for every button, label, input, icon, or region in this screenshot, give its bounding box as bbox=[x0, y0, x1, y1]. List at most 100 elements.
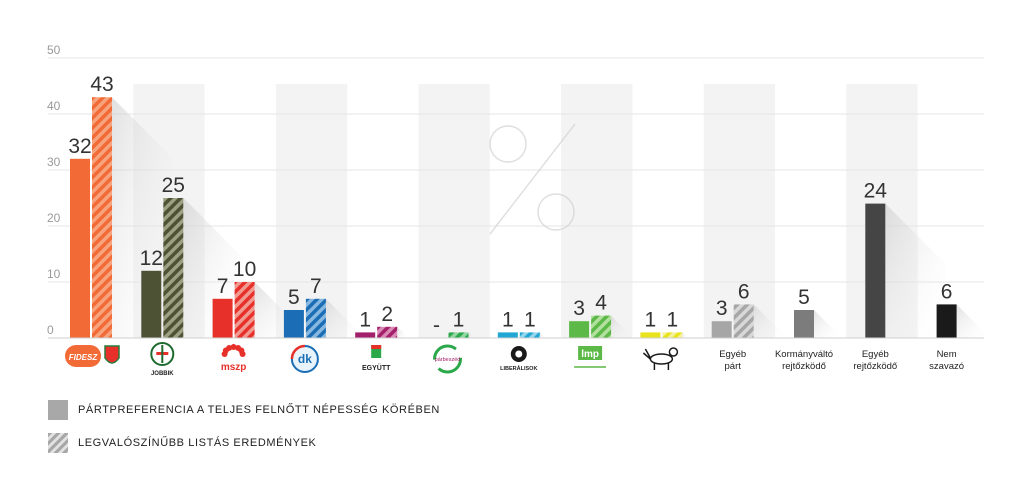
category-label: Egyéb rejtőzködő bbox=[853, 349, 897, 372]
y-tick-label: 10 bbox=[47, 267, 61, 281]
bar-value-label: 1 bbox=[359, 308, 371, 331]
y-tick-label: 30 bbox=[47, 155, 61, 169]
bar-shadow bbox=[814, 310, 842, 338]
bar-value-label: 6 bbox=[738, 280, 750, 303]
bar-value-label: 7 bbox=[217, 275, 229, 298]
liberalisok-text: LIBERÁLISOK bbox=[500, 365, 537, 372]
bar-preference bbox=[865, 203, 886, 338]
legend-label-list-result: LEGVALÓSZÍNŰBB LISTÁS EREDMÉNYEK bbox=[78, 437, 317, 449]
egyutt-flag-green bbox=[371, 345, 382, 358]
bar-preference bbox=[569, 321, 590, 338]
bar-value-label: 32 bbox=[68, 135, 91, 158]
category-label: Kormányváltó rejtőzködő bbox=[775, 349, 833, 372]
y-tick-label: 20 bbox=[47, 211, 61, 225]
category-label: Egyéb párt bbox=[719, 349, 746, 372]
fidesz-badge bbox=[65, 345, 101, 367]
background-column bbox=[418, 84, 490, 338]
dog-legs bbox=[653, 363, 670, 370]
bar-shadow bbox=[956, 304, 991, 338]
kdnp-shield bbox=[104, 345, 120, 364]
dog-head bbox=[668, 347, 679, 357]
bar-value-label: 1 bbox=[453, 308, 465, 331]
dk-logo: dk bbox=[290, 344, 319, 373]
jobbik-logo: JOBBIK bbox=[150, 342, 174, 377]
egyutt-logo: EGYÜTT bbox=[362, 345, 391, 372]
legend-swatch-solid bbox=[48, 400, 68, 420]
bar-shadow bbox=[611, 315, 634, 338]
percent-circle-bottom bbox=[537, 193, 575, 231]
bar-shadow bbox=[753, 304, 788, 338]
mszp-text: mszp bbox=[221, 362, 247, 373]
background-column bbox=[703, 84, 775, 338]
bar-list-result bbox=[733, 304, 754, 338]
bar-shadow bbox=[468, 332, 475, 338]
parbeszed-text: párbeszéd bbox=[435, 357, 461, 363]
percent-icon bbox=[489, 123, 576, 235]
bar-preference bbox=[283, 310, 304, 338]
bar-list-result bbox=[163, 198, 184, 338]
legend-label-preference: PÁRTPREFERENCIA A TELJES FELNŐTT NÉPESSÉ… bbox=[78, 404, 440, 416]
bar-value-label: 6 bbox=[941, 280, 953, 303]
bar-value-label: 1 bbox=[645, 308, 657, 331]
bar-value-label: - bbox=[433, 314, 440, 337]
dog-body bbox=[649, 353, 674, 365]
bar-preference bbox=[70, 158, 90, 338]
y-tick-label: 0 bbox=[47, 323, 54, 337]
legend: PÁRTPREFERENCIA A TELJES FELNŐTT NÉPESSÉ… bbox=[48, 400, 440, 466]
legend-item-list-result: LEGVALÓSZÍNŰBB LISTÁS EREDMÉNYEK bbox=[48, 433, 440, 453]
bar-value-label: 43 bbox=[90, 73, 113, 96]
bar-value-label: 1 bbox=[524, 308, 536, 331]
background-column bbox=[275, 84, 348, 338]
bar-list-result bbox=[591, 315, 612, 338]
bar-shadow bbox=[325, 298, 366, 338]
lmp-text: lmp bbox=[581, 349, 599, 360]
bar-value-label: 7 bbox=[310, 275, 322, 298]
bar-list-result bbox=[305, 298, 326, 338]
parbeszed-logo: párbeszéd bbox=[433, 344, 462, 374]
liberalisok-logo: LIBERÁLISOK bbox=[500, 346, 537, 372]
bar-preference bbox=[640, 332, 661, 338]
y-tick-label: 50 bbox=[47, 43, 61, 57]
percent-circle-top bbox=[489, 125, 527, 163]
bar-list-result bbox=[662, 332, 683, 338]
category-label: Nem szavazó bbox=[929, 349, 964, 372]
bar-value-label: 1 bbox=[502, 308, 514, 331]
lmp-logo: lmp bbox=[574, 346, 607, 368]
bar-preference bbox=[936, 304, 957, 338]
bar-value-label: 12 bbox=[140, 247, 163, 270]
bar-preference bbox=[711, 321, 732, 338]
bar-shadow bbox=[397, 326, 409, 338]
lmp-box bbox=[578, 346, 603, 360]
parbeszed-ring bbox=[433, 344, 462, 374]
bar-list-result bbox=[92, 97, 112, 338]
bar-preference bbox=[141, 270, 162, 338]
bar-value-label: 10 bbox=[233, 258, 256, 281]
bar-value-label: 25 bbox=[162, 174, 185, 197]
bar-list-result bbox=[519, 332, 540, 338]
dk-arc bbox=[290, 344, 306, 360]
mszp-petal bbox=[226, 344, 233, 351]
mszp-logo: mszp bbox=[221, 344, 247, 373]
liberalisok-dot bbox=[515, 350, 523, 358]
bar-list-result bbox=[234, 282, 255, 338]
fidesz-text: FIDESZ bbox=[69, 353, 99, 362]
bar-preference bbox=[497, 332, 518, 338]
bar-shadow bbox=[539, 332, 546, 338]
bar-value-label: 5 bbox=[798, 286, 810, 309]
bar-preference bbox=[355, 332, 376, 338]
bar-value-label: 4 bbox=[595, 292, 607, 315]
bar-list-result bbox=[448, 332, 469, 338]
legend-swatch-hatched bbox=[48, 433, 68, 453]
fidesz-kdnp-logo: FIDESZ bbox=[65, 345, 120, 367]
bar-value-label: 1 bbox=[667, 308, 679, 331]
bar-value-label: 24 bbox=[864, 180, 888, 203]
mszp-petal bbox=[230, 344, 237, 350]
bar-value-label: 3 bbox=[716, 297, 728, 320]
bar-preference bbox=[794, 310, 814, 338]
dog-tails bbox=[642, 348, 652, 360]
egyutt-flag-red bbox=[371, 345, 382, 349]
mszp-petal bbox=[239, 351, 246, 357]
bar-value-label: 3 bbox=[573, 297, 585, 320]
bar-shadow bbox=[682, 332, 688, 338]
